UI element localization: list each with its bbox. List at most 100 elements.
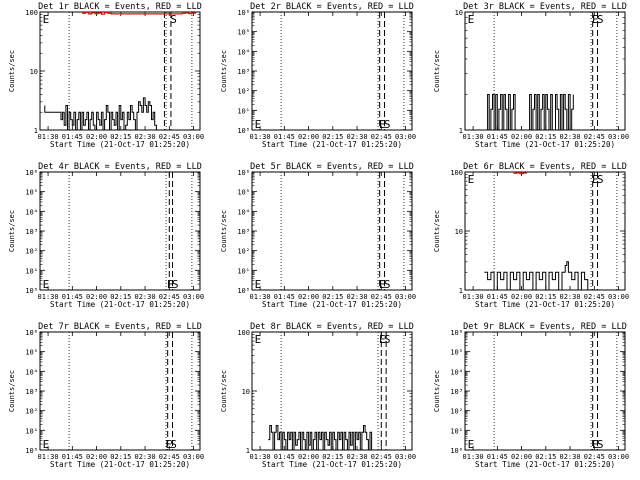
x-tick-label: 01:45 <box>487 453 508 461</box>
x-tick-label: 02:00 <box>86 453 107 461</box>
x-tick-label: 02:30 <box>560 453 581 461</box>
x-tick-label: 01:45 <box>274 133 295 141</box>
x-axis-label: Start Time (21-Oct-17 01:25:20) <box>475 300 615 309</box>
y-tick-label: 10⁰ <box>237 287 250 295</box>
series-events <box>486 94 574 131</box>
y-tick-label: 10⁰ <box>25 447 38 455</box>
y-tick-label: 10⁵ <box>25 349 38 357</box>
x-tick-label: 03:00 <box>395 133 416 141</box>
x-tick-label: 02:00 <box>511 133 532 141</box>
y-axis-label: Counts/sec <box>8 210 16 252</box>
y-tick-label: 10² <box>450 408 463 416</box>
y-tick-label: 10⁰ <box>237 127 250 135</box>
y-tick-label: 10¹ <box>450 427 463 435</box>
y-tick-label: 10² <box>25 408 38 416</box>
x-tick-label: 01:30 <box>38 453 59 461</box>
x-tick-label: 01:45 <box>487 293 508 301</box>
annotation-marker: E <box>592 13 599 26</box>
x-tick-label: 02:15 <box>322 133 343 141</box>
x-axis-label: Start Time (21-Oct-17 01:25:20) <box>50 460 190 469</box>
x-tick-label: 02:15 <box>535 133 556 141</box>
y-axis-label: Counts/sec <box>433 50 441 92</box>
annotation-marker: E <box>468 13 475 26</box>
chart-title: Det 4r BLACK = Events, RED = LLD <box>38 162 202 172</box>
chart-title: Det 2r BLACK = Events, RED = LLD <box>250 2 414 12</box>
x-tick-label: 01:45 <box>62 293 83 301</box>
plot-frame <box>251 11 413 131</box>
chart-panel-6: Det 6r BLACK = Events, RED = LLD 01:30 01:… <box>433 162 629 309</box>
x-tick-label: 03:00 <box>608 133 629 141</box>
x-tick-label: 02:15 <box>535 453 556 461</box>
series-lld <box>513 172 527 175</box>
x-tick-label: 02:30 <box>135 453 156 461</box>
y-tick-label: 100 <box>25 9 38 17</box>
annotation-marker: S <box>384 278 391 291</box>
chart-panel-1: Det 1r BLACK = Events, RED = LLD 01:30 01:… <box>8 2 204 149</box>
y-tick-label: 1 <box>246 447 250 455</box>
annotation-marker: S <box>170 13 177 26</box>
plot-frame <box>464 331 626 451</box>
y-tick-label: 10⁵ <box>237 29 250 37</box>
x-tick-label: 02:15 <box>322 453 343 461</box>
y-tick-label: 10 <box>455 228 463 236</box>
chart-title: Det 7r BLACK = Events, RED = LLD <box>38 322 202 332</box>
annotation-marker: S <box>170 438 177 451</box>
y-tick-label: 10 <box>242 388 250 396</box>
x-tick-label: 02:00 <box>511 453 532 461</box>
y-tick-label: 1 <box>34 127 38 135</box>
x-tick-label: 02:45 <box>371 293 392 301</box>
y-tick-label: 10² <box>237 88 250 96</box>
x-axis-label: Start Time (21-Oct-17 01:25:20) <box>475 140 615 149</box>
x-tick-label: 01:30 <box>38 133 59 141</box>
y-axis-label: Counts/sec <box>220 370 228 412</box>
annotation-marker: E <box>379 333 386 346</box>
y-tick-label: 10⁴ <box>237 208 250 216</box>
x-tick-label: 01:30 <box>250 133 271 141</box>
y-tick-label: 10 <box>30 68 38 76</box>
y-tick-label: 10¹ <box>237 107 250 115</box>
chart-panel-4: Det 4r BLACK = Events, RED = LLD 01:30 01:… <box>8 162 204 309</box>
series-events <box>44 97 158 131</box>
y-tick-label: 10³ <box>237 228 250 236</box>
y-tick-label: 100 <box>450 169 463 177</box>
annotation-marker: E <box>167 278 174 291</box>
x-tick-label: 02:45 <box>584 453 605 461</box>
y-tick-label: 10⁴ <box>450 368 463 376</box>
y-tick-label: 10³ <box>237 68 250 76</box>
x-tick-label: 01:30 <box>250 293 271 301</box>
annotation-marker: E <box>592 173 599 186</box>
chart-title: Det 1r BLACK = Events, RED = LLD <box>38 2 202 12</box>
y-axis-label: Counts/sec <box>433 210 441 252</box>
annotation-marker: E <box>468 173 475 186</box>
x-tick-label: 02:45 <box>371 133 392 141</box>
x-tick-label: 02:30 <box>135 293 156 301</box>
y-tick-label: 10⁵ <box>450 349 463 357</box>
y-tick-label: 10³ <box>25 228 38 236</box>
x-tick-label: 02:00 <box>298 293 319 301</box>
x-tick-label: 02:30 <box>347 453 368 461</box>
y-tick-label: 1 <box>459 287 463 295</box>
chart-title: Det 8r BLACK = Events, RED = LLD <box>250 322 414 332</box>
x-tick-label: 02:30 <box>135 133 156 141</box>
y-tick-label: 10² <box>237 248 250 256</box>
x-tick-label: 02:00 <box>298 453 319 461</box>
x-tick-label: 03:00 <box>395 453 416 461</box>
chart-title: Det 3r BLACK = Events, RED = LLD <box>463 2 627 12</box>
x-axis-label: Start Time (21-Oct-17 01:25:20) <box>50 140 190 149</box>
x-tick-label: 02:45 <box>371 453 392 461</box>
y-tick-label: 1 <box>459 127 463 135</box>
plot-frame <box>39 171 201 291</box>
x-axis-label: Start Time (21-Oct-17 01:25:20) <box>50 300 190 309</box>
annotation-marker: E <box>255 278 262 291</box>
x-tick-label: 02:00 <box>86 293 107 301</box>
annotation-marker: E <box>468 438 475 451</box>
x-tick-label: 02:45 <box>584 293 605 301</box>
chart-panel-9: Det 9r BLACK = Events, RED = LLD 01:30 01:… <box>433 322 629 469</box>
x-tick-label: 01:45 <box>62 453 83 461</box>
chart-panel-8: Det 8r BLACK = Events, RED = LLD 01:30 01:… <box>220 322 416 469</box>
plot-frame <box>39 331 201 451</box>
y-tick-label: 10⁰ <box>450 447 463 455</box>
series-events <box>484 261 589 291</box>
x-tick-label: 01:45 <box>62 133 83 141</box>
y-axis-label: Counts/sec <box>220 50 228 92</box>
